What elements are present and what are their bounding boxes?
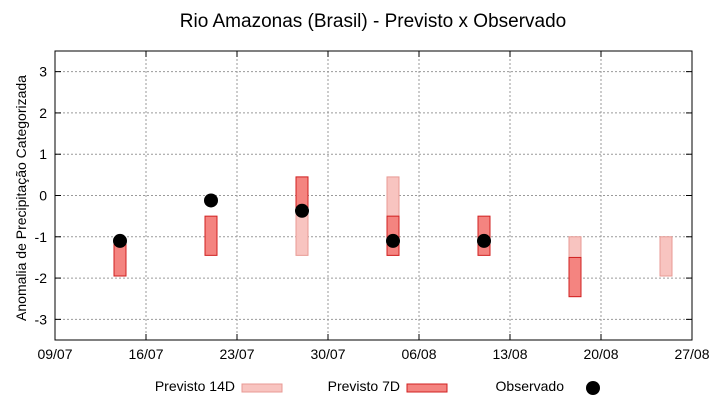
x-tick-label: 06/08 xyxy=(401,346,436,362)
x-tick-label: 16/07 xyxy=(128,346,163,362)
observed-point xyxy=(386,233,400,248)
y-tick-label: -1 xyxy=(35,229,48,245)
y-axis-label: Anomalia de Precipitação Categorizada xyxy=(13,75,29,321)
grid xyxy=(54,51,693,340)
x-tick-label: 23/07 xyxy=(219,346,254,362)
x-tick-label: 13/08 xyxy=(492,346,527,362)
x-tick-label: 20/08 xyxy=(583,346,618,362)
observed-point xyxy=(113,233,127,248)
y-tick-label: 2 xyxy=(39,105,47,121)
y-tick-label: 1 xyxy=(39,146,47,162)
legend-label: Previsto 14D xyxy=(155,378,235,394)
x-tick-label: 30/07 xyxy=(310,346,345,362)
observed-point xyxy=(295,203,309,218)
y-tick-label: 0 xyxy=(39,188,47,204)
legend-label: Previsto 7D xyxy=(328,378,400,394)
legend-swatch xyxy=(586,381,600,395)
range-bar xyxy=(204,215,218,256)
x-tick-label: 09/07 xyxy=(37,346,72,362)
x-tick-label: 27/08 xyxy=(674,346,709,362)
observed-point xyxy=(204,193,218,208)
y-tick-label: -3 xyxy=(35,311,48,327)
legend-swatch xyxy=(406,383,448,393)
y-tick-label: 3 xyxy=(39,64,47,80)
legend-label: Observado xyxy=(496,378,565,394)
range-bar xyxy=(659,236,673,277)
range-bar xyxy=(568,256,582,298)
axis-ticks: -3 -2 -1 0 1 2 3 09/07 16/07 23/07 30/07 06/08 13/08… xyxy=(35,51,710,362)
legend: Previsto 14D Previsto 7D Observado xyxy=(155,378,600,395)
chart-title: Rio Amazonas (Brasil) - Previsto x Obser… xyxy=(180,11,566,32)
series-observado xyxy=(113,193,491,248)
legend-swatch xyxy=(241,383,283,393)
y-tick-label: -2 xyxy=(35,270,48,286)
observed-point xyxy=(477,233,491,248)
